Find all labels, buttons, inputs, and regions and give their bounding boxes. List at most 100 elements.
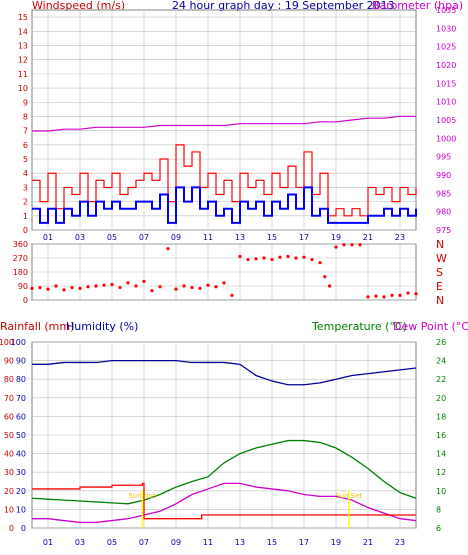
direction-point — [302, 255, 306, 259]
wind-average-line — [32, 186, 417, 224]
compass-label: E — [436, 280, 443, 293]
wind-x-tick-label: 19 — [331, 233, 341, 242]
wind-x-tick-label: 15 — [267, 233, 277, 242]
direction-point — [358, 243, 362, 247]
climate-x-tick-label: 01 — [43, 538, 53, 547]
humidity-line — [32, 359, 417, 386]
direction-point — [334, 245, 338, 249]
direction-point — [190, 285, 194, 290]
direction-point — [70, 285, 74, 290]
rainfall-tick-label: 30 — [4, 468, 14, 477]
graph-day-title: 24 hour graph day : 19 September 2013 — [172, 0, 395, 12]
temperature-tick-label: 20 — [436, 394, 446, 403]
humidity-tick-label: 60 — [16, 412, 26, 421]
direction-point — [62, 288, 66, 292]
compass-label: S — [436, 266, 443, 279]
direction-point — [382, 295, 386, 299]
barometer-line — [32, 115, 416, 132]
barometer-tick-label: 1000 — [436, 134, 456, 143]
wind-tick-label: 2 — [23, 198, 28, 207]
wind-tick-label: 10 — [18, 84, 28, 93]
direction-point — [390, 293, 394, 297]
direction-tick-label: 180 — [13, 268, 28, 277]
compass-label: N — [436, 238, 444, 251]
wind-tick-label: 0 — [23, 226, 28, 235]
wind-tick-label: 3 — [23, 183, 28, 192]
rainfall-tick-label: 50 — [4, 431, 14, 440]
wind-tick-label: 5 — [23, 155, 28, 164]
wind-tick-label: 7 — [23, 127, 28, 136]
direction-point — [118, 285, 122, 290]
direction-point — [46, 287, 50, 291]
climate-x-tick-label: 23 — [395, 538, 405, 547]
temperature-tick-label: 8 — [436, 505, 441, 514]
temperature-tick-label: 10 — [436, 487, 446, 496]
rainfall-tick-label: 0 — [9, 524, 14, 533]
direction-point — [374, 294, 378, 298]
temperature-tick-label: 16 — [436, 431, 446, 440]
direction-tick-label: 0 — [23, 296, 28, 305]
direction-point — [30, 286, 34, 290]
humidity-tick-label: 30 — [16, 468, 26, 477]
temperature-label: Temperature (°C) — [311, 320, 407, 333]
humidity-tick-label: 20 — [16, 487, 26, 496]
rainfall-label: Rainfall (mm) — [0, 320, 74, 333]
temperature-tick-label: 22 — [436, 375, 446, 384]
wind-tick-label: 8 — [23, 112, 28, 121]
windspeed-title: Windspeed (m/s) — [32, 0, 125, 12]
compass-label: W — [436, 252, 447, 265]
wind-gust-line — [32, 144, 417, 217]
direction-point — [182, 284, 186, 288]
direction-point — [206, 283, 210, 287]
humidity-tick-label: 80 — [16, 375, 26, 384]
direction-tick-label: 360 — [13, 240, 28, 249]
compass-label: N — [436, 294, 444, 307]
wind-tick-label: 6 — [23, 141, 28, 150]
direction-point — [102, 283, 106, 287]
direction-point — [230, 293, 234, 297]
wind-x-tick-label: 03 — [75, 233, 85, 242]
rainfall-tick-label: 40 — [4, 450, 14, 459]
barometer-tick-label: 1025 — [436, 43, 456, 52]
direction-point — [174, 287, 178, 291]
wind-tick-label: 11 — [18, 70, 28, 79]
direction-point — [262, 256, 266, 260]
barometer-tick-label: 1015 — [436, 79, 456, 88]
barometer-tick-label: 985 — [436, 189, 451, 198]
barometer-tick-label: 975 — [436, 226, 451, 235]
dew-point-line — [32, 482, 417, 524]
barometer-tick-label: 995 — [436, 153, 451, 162]
humidity-tick-label: 100 — [11, 338, 26, 347]
direction-point — [134, 284, 138, 288]
rainfall-tick-label: 60 — [4, 412, 14, 421]
direction-tick-label: 270 — [13, 254, 28, 263]
temperature-tick-label: 14 — [436, 450, 446, 459]
direction-point — [270, 257, 274, 262]
direction-point — [158, 285, 162, 289]
climate-x-tick-label: 17 — [299, 538, 309, 547]
direction-point — [406, 291, 410, 295]
wind-x-tick-label: 09 — [171, 233, 181, 242]
direction-point — [286, 254, 290, 259]
temperature-tick-label: 18 — [436, 412, 446, 421]
climate-x-tick-label: 11 — [203, 538, 213, 547]
barometer-tick-label: 980 — [436, 208, 451, 217]
humidity-tick-label: 10 — [16, 505, 26, 514]
direction-point — [86, 285, 90, 289]
wind-x-tick-label: 07 — [139, 233, 149, 242]
climate-x-tick-label: 13 — [235, 538, 245, 547]
rainfall-tick-label: 100 — [0, 338, 14, 347]
climate-x-tick-label: 21 — [363, 538, 373, 547]
rainfall-tick-label: 10 — [4, 505, 14, 514]
direction-point — [222, 281, 226, 285]
rainfall-tick-label: 70 — [4, 394, 14, 403]
barometer-tick-label: 1005 — [436, 116, 456, 125]
humidity-tick-label: 90 — [16, 357, 26, 366]
wind-x-tick-label: 23 — [395, 233, 405, 242]
wind-tick-label: 15 — [18, 13, 28, 22]
wind-x-tick-label: 01 — [43, 233, 53, 242]
wind-x-tick-label: 21 — [363, 233, 373, 242]
climate-x-tick-label: 15 — [267, 538, 277, 547]
direction-point — [398, 293, 402, 297]
climate-x-tick-label: 07 — [139, 538, 149, 547]
